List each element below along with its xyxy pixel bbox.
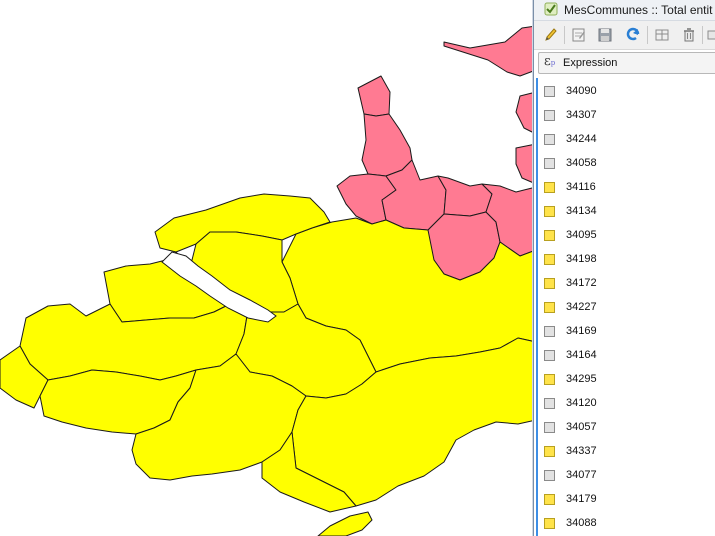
feature-id-label: 34227 <box>566 301 597 313</box>
list-item[interactable]: 34116 <box>538 175 714 199</box>
delete-icon[interactable] <box>680 26 698 44</box>
selection-checkbox[interactable] <box>544 470 555 481</box>
commune-yellow-bottom <box>317 511 373 536</box>
feature-id-label: 34179 <box>566 493 597 505</box>
selection-checkbox[interactable] <box>544 494 555 505</box>
feature-id-label: 34295 <box>566 373 597 385</box>
list-item[interactable]: 34077 <box>538 463 714 487</box>
feature-id-label: 34120 <box>566 397 597 409</box>
selection-checkbox[interactable] <box>544 374 555 385</box>
commune-pink-edge2 <box>515 143 537 185</box>
list-item[interactable]: 34179 <box>538 487 714 511</box>
selection-checkbox[interactable] <box>544 278 555 289</box>
list-item[interactable]: 34058 <box>538 151 714 175</box>
toolbar-separator <box>702 26 703 44</box>
list-item[interactable]: 34172 <box>538 271 714 295</box>
list-item[interactable]: 34244 <box>538 127 714 151</box>
toolbar-separator <box>564 26 565 44</box>
selection-checkbox[interactable] <box>544 518 555 529</box>
selection-checkbox[interactable] <box>544 206 555 217</box>
feature-list: 34090 34307 34244 34058 34116 34134 34095 34198… <box>536 78 715 536</box>
feature-id-label: 34169 <box>566 325 597 337</box>
selection-checkbox[interactable] <box>544 326 555 337</box>
refresh-icon[interactable] <box>624 26 642 44</box>
list-item[interactable]: 34120 <box>538 391 714 415</box>
commune-pink-north <box>361 113 413 177</box>
window-title: MesCommunes :: Total entit <box>564 3 713 17</box>
feature-id-label: 34198 <box>566 253 597 265</box>
selection-checkbox[interactable] <box>544 230 555 241</box>
list-item[interactable]: 34337 <box>538 439 714 463</box>
commune-yellow-south-center <box>131 353 307 481</box>
list-item[interactable]: 34164 <box>538 343 714 367</box>
feature-id-label: 34337 <box>566 445 597 457</box>
epsilon-icon: εp <box>544 54 556 69</box>
list-item[interactable]: 34088 <box>538 511 714 535</box>
lake-shape <box>161 251 277 323</box>
list-item[interactable]: 34090 <box>538 79 714 103</box>
selection-checkbox[interactable] <box>544 446 555 457</box>
list-item[interactable]: 34295 <box>538 367 714 391</box>
feature-id-label: 34095 <box>566 229 597 241</box>
edit-icon[interactable] <box>570 26 588 44</box>
list-item[interactable]: 34227 <box>538 295 714 319</box>
feature-id-label: 34172 <box>566 277 597 289</box>
feature-id-label: 34088 <box>566 517 597 529</box>
selection-checkbox[interactable] <box>544 350 555 361</box>
layer-check-icon <box>544 2 558 16</box>
selection-checkbox[interactable] <box>544 182 555 193</box>
selection-checkbox[interactable] <box>544 158 555 169</box>
expression-button[interactable]: εp Expression <box>538 52 715 74</box>
selection-checkbox[interactable] <box>544 134 555 145</box>
attribute-toolbar <box>534 21 715 50</box>
selection-checkbox[interactable] <box>544 422 555 433</box>
feature-id-label: 34058 <box>566 157 597 169</box>
commune-yellow-south-tip <box>261 431 357 513</box>
title-bar: MesCommunes :: Total entit <box>534 0 715 21</box>
feature-id-label: 34116 <box>566 181 596 193</box>
selection-checkbox[interactable] <box>544 398 555 409</box>
save-icon[interactable] <box>596 26 614 44</box>
selection-checkbox[interactable] <box>544 110 555 121</box>
commune-pink-arm <box>443 25 537 77</box>
feature-id-label: 34090 <box>566 85 597 97</box>
feature-id-label: 34134 <box>566 205 597 217</box>
attribute-table-panel: MesCommunes :: Total entit <box>533 0 715 536</box>
list-item[interactable]: 34169 <box>538 319 714 343</box>
feature-id-label: 34307 <box>566 109 597 121</box>
list-item[interactable]: 34057 <box>538 415 714 439</box>
highlighted-communes <box>336 25 537 281</box>
toolbar-separator <box>647 26 648 44</box>
list-item[interactable]: 34134 <box>538 199 714 223</box>
commune-pink-top <box>357 75 391 117</box>
selection-checkbox[interactable] <box>544 254 555 265</box>
new-field-icon[interactable] <box>653 26 671 44</box>
list-item[interactable]: 34198 <box>538 247 714 271</box>
selection-checkbox[interactable] <box>544 302 555 313</box>
list-item[interactable]: 34307 <box>538 103 714 127</box>
more-icon[interactable] <box>706 26 715 44</box>
feature-id-label: 34164 <box>566 349 597 361</box>
feature-id-label: 34244 <box>566 133 597 145</box>
commune-pink-mid <box>437 175 493 217</box>
feature-id-label: 34057 <box>566 421 597 433</box>
selection-checkbox[interactable] <box>544 86 555 97</box>
pencil-icon[interactable] <box>542 26 560 44</box>
expression-label: Expression <box>563 57 618 69</box>
list-item[interactable]: 34095 <box>538 223 714 247</box>
feature-id-label: 34077 <box>566 469 597 481</box>
